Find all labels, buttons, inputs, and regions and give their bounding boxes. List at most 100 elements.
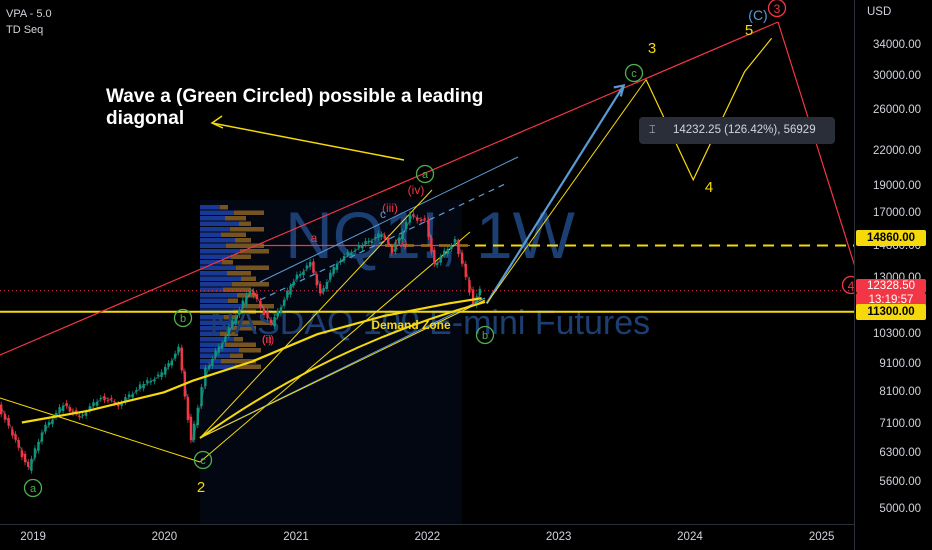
green-wave-b1-circle	[173, 308, 193, 328]
candle-body	[397, 237, 401, 243]
candle-body	[408, 214, 412, 223]
volume-profile-bar	[221, 359, 256, 364]
x-tick-label: 2020	[151, 531, 178, 543]
candle-body	[252, 291, 255, 296]
x-tick-label: 2023	[545, 531, 572, 543]
y-tick-label: 10300.00	[873, 328, 921, 341]
candle-body	[335, 263, 339, 270]
y-tick-label: 17000.00	[873, 206, 921, 219]
candle-body	[0, 404, 3, 415]
y-tick-label: 9100.00	[879, 358, 921, 371]
volume-profile-bar	[200, 326, 229, 331]
countdown-badge: 13:19:57	[856, 293, 926, 307]
candle-body	[74, 410, 78, 414]
candle-body	[419, 220, 423, 222]
volume-profile-bar	[242, 304, 274, 309]
candle-body	[292, 281, 295, 286]
x-tick-label: 2021	[283, 531, 309, 543]
candle-body	[227, 327, 231, 336]
candle-body	[27, 461, 30, 467]
volume-profile-bar	[227, 271, 251, 276]
volume-profile-bar	[225, 216, 246, 221]
volume-profile-bar	[230, 227, 264, 232]
candle-body	[220, 343, 224, 349]
blue-projection-arrow	[485, 84, 625, 304]
green-wave-c2-circle	[624, 63, 644, 83]
candle-body	[217, 346, 221, 353]
candle-body	[269, 319, 273, 324]
candle-body	[92, 402, 95, 406]
candle-body	[44, 424, 47, 432]
volume-profile-bar	[200, 320, 238, 325]
volume-profile-bar	[231, 254, 251, 259]
candle-body	[135, 390, 138, 392]
green-wave-b2-circle	[475, 325, 495, 345]
volume-profile-bar	[232, 282, 269, 287]
candle-body	[370, 241, 374, 244]
volume-profile-bar	[200, 315, 224, 320]
volume-profile-bar	[200, 293, 237, 298]
candle-body	[231, 320, 234, 327]
yellow-wave-2: 2	[197, 479, 205, 496]
candle-body	[207, 365, 211, 369]
red-wave-iv: (iv)	[408, 183, 425, 197]
annotation-arrow-head	[210, 115, 224, 129]
green-wave-a2-circle	[415, 164, 435, 184]
volume-profile-bar	[222, 260, 233, 265]
candle-body	[325, 281, 329, 289]
volume-profile-bar	[230, 353, 243, 358]
candle-body	[51, 419, 54, 425]
volume-profile-bar	[220, 205, 228, 210]
moving-average	[21, 297, 482, 424]
candle-body	[245, 295, 248, 305]
indicator-td-seq[interactable]: TD Seq	[6, 24, 44, 36]
candle-body	[153, 379, 156, 382]
candle-body	[214, 350, 217, 357]
candle-body	[273, 316, 276, 327]
candle-body	[457, 241, 460, 255]
candle-body	[318, 284, 322, 294]
candle-body	[312, 261, 315, 273]
y-tick-label: 34000.00	[873, 39, 921, 52]
candle-body	[453, 239, 457, 243]
volume-profile-bar	[200, 304, 242, 309]
candle-body	[84, 412, 88, 416]
y-axis[interactable]: USD 5000.00 5600.00 6300.00 7100.00 8100.00 9…	[854, 0, 932, 550]
y-axis-unit: USD	[867, 6, 892, 18]
candle-body	[353, 250, 357, 252]
volume-profile-bar	[235, 364, 261, 369]
volume-profile-bar	[200, 265, 236, 270]
candle-body	[23, 453, 27, 463]
volume-profile-bar	[235, 238, 251, 243]
x-tick-label: 2022	[414, 531, 441, 543]
candle-body	[173, 353, 177, 359]
candle-body	[405, 222, 408, 229]
candle-body	[282, 299, 286, 306]
volume-profile-bar	[200, 364, 235, 369]
candle-body	[47, 422, 51, 426]
indicator-vpa[interactable]: VPA - 5.0	[6, 8, 52, 20]
annotation-arrow	[211, 122, 405, 161]
candle-body	[332, 267, 335, 274]
candle-body	[30, 458, 33, 471]
candle-body	[322, 288, 325, 292]
candle-body	[103, 396, 106, 401]
x-tick-label: 2025	[808, 531, 835, 543]
green-wave-b1-text: b	[180, 313, 186, 325]
volume-profile-bar	[200, 282, 232, 287]
candle-body	[142, 384, 145, 389]
y-tick-label: 19000.00	[873, 180, 921, 193]
candle-body	[377, 233, 380, 238]
candle-body	[329, 272, 332, 280]
candle-body	[387, 237, 390, 245]
candle-body	[17, 440, 20, 448]
candle-body	[468, 280, 471, 293]
green-wave-b2-text: b	[482, 330, 488, 342]
candle-body	[164, 366, 167, 375]
candle-body	[127, 394, 131, 397]
candle-body	[350, 252, 353, 256]
candle-body	[380, 234, 383, 237]
volume-profile-bar	[226, 243, 264, 248]
candle-body	[81, 414, 84, 416]
